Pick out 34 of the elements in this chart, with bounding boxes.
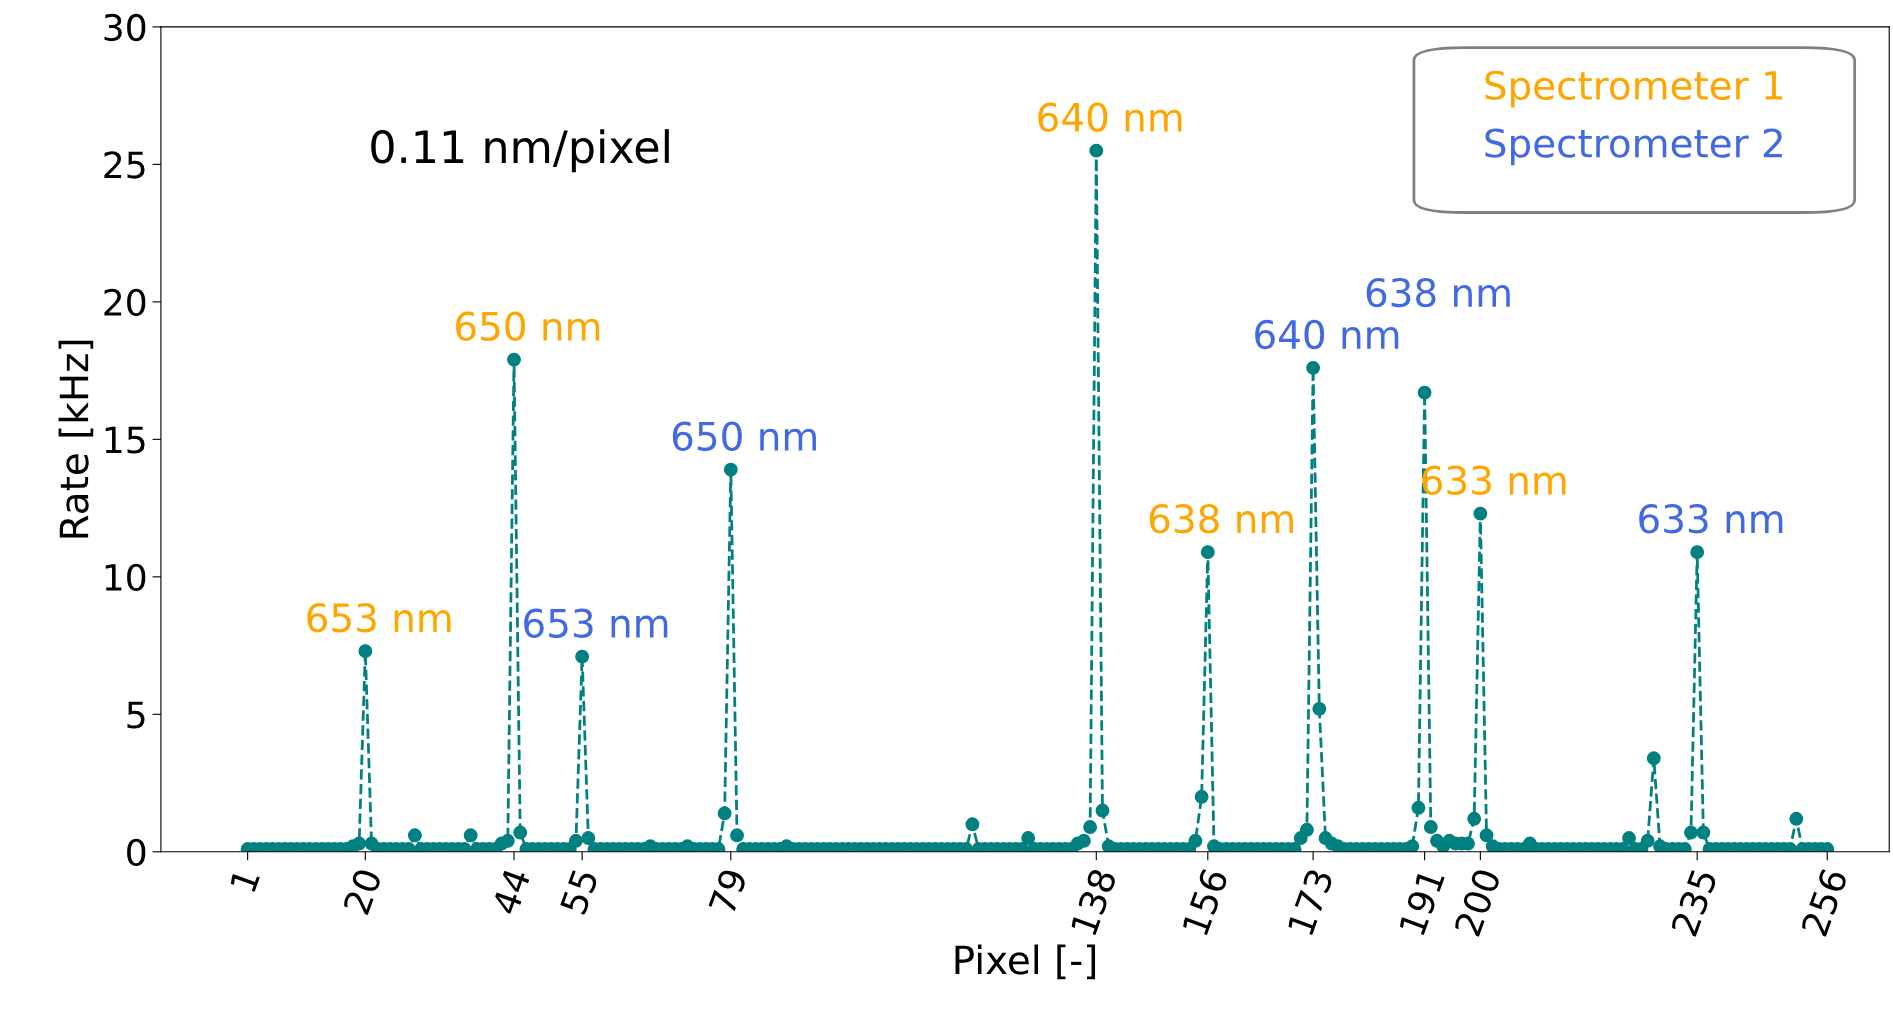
annotation: 638 nm — [1149, 504, 1293, 534]
x-tick-label: 20 — [342, 867, 383, 916]
y-tick-label: 25 — [104, 151, 145, 179]
annotation: Spectrometer 1 — [1485, 70, 1783, 108]
x-tick-label: 156 — [1181, 867, 1229, 936]
x-tick-label: 79 — [708, 867, 748, 915]
annotation: Spectrometer 2 — [1485, 128, 1782, 166]
annotation: 0.11 nm/pixel — [371, 129, 669, 173]
x-tick-label: 44 — [491, 867, 531, 916]
x-tick-label: 1 — [229, 868, 260, 893]
y-tick-label: 10 — [105, 563, 146, 592]
x-tick-label: 55 — [559, 868, 599, 916]
y-tick-label: 20 — [104, 288, 146, 317]
y-tick-label: 0 — [127, 838, 146, 867]
y-tick-label: 5 — [127, 701, 145, 729]
x-tick-label: 173 — [1286, 867, 1334, 936]
annotation: 650 nm — [672, 421, 816, 451]
x-tick-label: 200 — [1453, 867, 1502, 937]
x-tick-label: 138 — [1070, 867, 1118, 936]
annotation: 653 nm — [524, 608, 668, 638]
y-tick-label: 30 — [104, 13, 146, 42]
annotation: 633 nm — [1639, 504, 1783, 534]
x-tick-label: 256 — [1800, 867, 1849, 937]
x-tick-label: 235 — [1670, 868, 1718, 937]
annotation: 633 nm — [1422, 465, 1566, 495]
annotation: 640 nm — [1255, 319, 1399, 350]
annotation: 653 nm — [307, 603, 451, 633]
x-axis-title: Pixel [-] — [955, 944, 1096, 980]
annotation: 640 nm — [1038, 102, 1182, 132]
x-tick-label: 191 — [1398, 868, 1446, 936]
y-axis-title: Rate [kHz] — [58, 340, 94, 538]
annotation: 650 nm — [456, 311, 600, 341]
annotation: 638 nm — [1366, 277, 1510, 308]
y-tick-label: 15 — [105, 426, 145, 454]
